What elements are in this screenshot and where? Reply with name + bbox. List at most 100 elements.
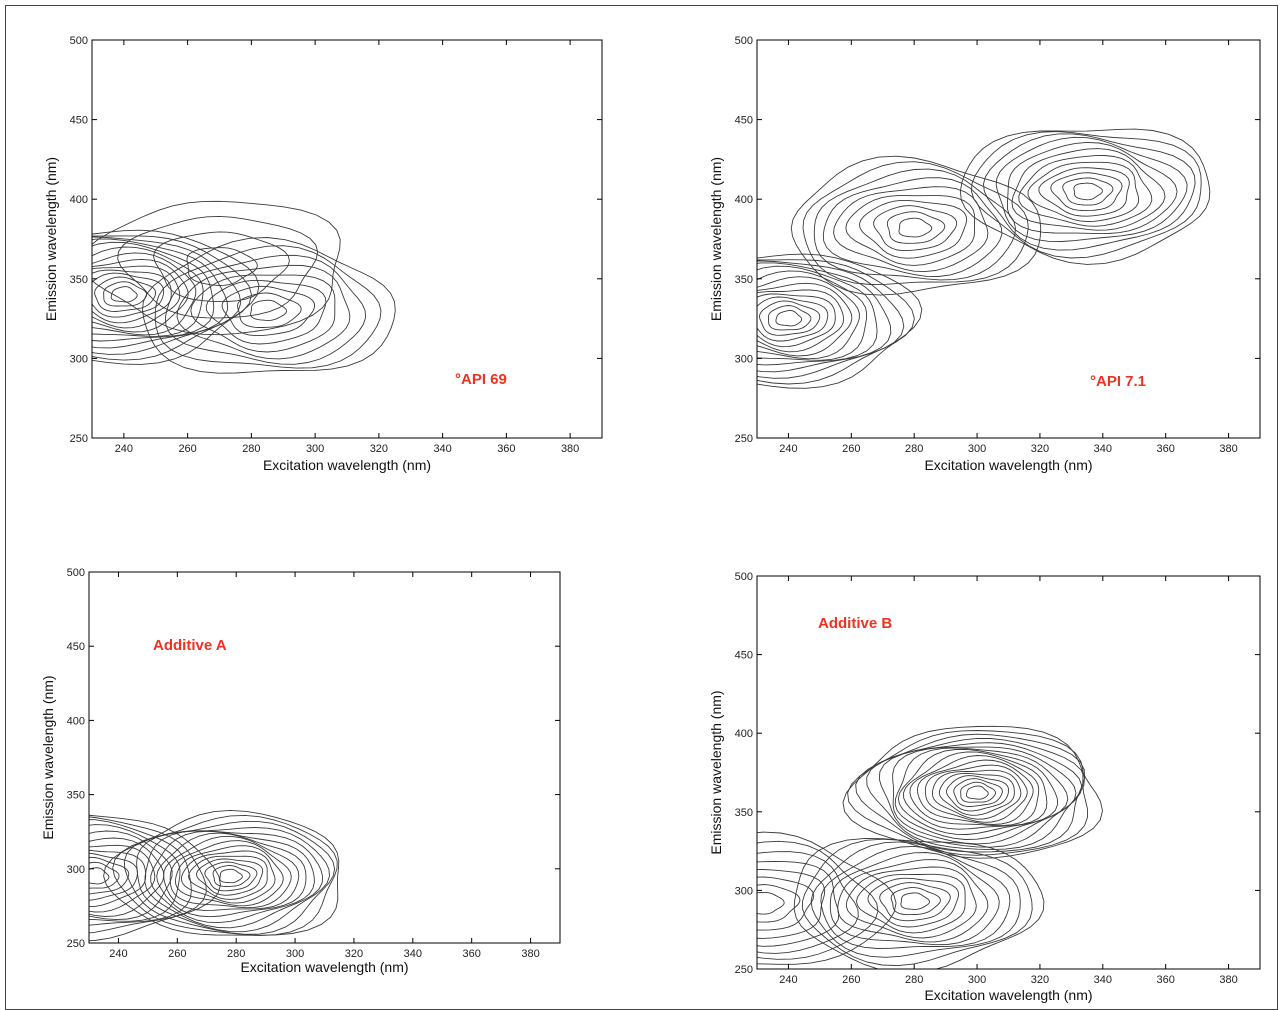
contour-level-1-11 bbox=[89, 816, 207, 934]
y-tick-label: 300 bbox=[70, 353, 88, 365]
contour-level-1-6 bbox=[931, 769, 1022, 820]
contour-level-1-7 bbox=[757, 282, 853, 357]
y-tick-label: 250 bbox=[67, 938, 85, 950]
contour-level-1-13 bbox=[757, 259, 915, 385]
contour-level-1-8 bbox=[917, 759, 1034, 825]
panel-4: 240 260 280 300 320 340 360 380 250 300 350 400 450 5… bbox=[708, 571, 1261, 1003]
contour-level-3-3 bbox=[1050, 172, 1123, 212]
contour-level-1-7 bbox=[92, 258, 189, 333]
contour-level-2-4 bbox=[867, 877, 960, 928]
contour-level-1-9 bbox=[757, 270, 868, 361]
panel-1: 240 260 280 300 320 340 360 380 250 300 350 400 450 5… bbox=[43, 35, 603, 473]
y-tick-label: 500 bbox=[735, 35, 753, 47]
contour-level-3-6 bbox=[1018, 155, 1153, 227]
contour-level-2-11 bbox=[802, 838, 1033, 967]
y-tick-label: 250 bbox=[735, 433, 753, 445]
contour-level-1-12 bbox=[89, 814, 221, 942]
x-tick-label: 280 bbox=[905, 443, 923, 455]
contour-level-3-1 bbox=[757, 891, 785, 915]
contour-level-1-12 bbox=[92, 236, 242, 355]
y-tick-label: 250 bbox=[70, 433, 88, 445]
x-axis-label: Excitation wavelength (nm) bbox=[240, 959, 408, 975]
contour-level-3-2 bbox=[153, 231, 290, 303]
contour-level-2-14 bbox=[123, 820, 336, 935]
x-tick-label: 340 bbox=[404, 948, 422, 960]
contour-level-1-13 bbox=[892, 746, 1077, 845]
plot-frame bbox=[88, 571, 561, 944]
contour-level-1-12 bbox=[757, 260, 905, 379]
contour-level-1-2 bbox=[767, 305, 812, 331]
contour-level-3-5 bbox=[757, 861, 840, 947]
contour-level-3-2 bbox=[1062, 177, 1114, 206]
panel-label: °API 69 bbox=[455, 371, 507, 388]
contour-level-1-3 bbox=[759, 300, 821, 336]
y-tick-label: 400 bbox=[70, 194, 88, 206]
x-axis-label: Excitation wavelength (nm) bbox=[924, 457, 1092, 473]
contour-level-2-9 bbox=[142, 237, 396, 374]
contour-level-2-6 bbox=[176, 264, 351, 360]
contour-level-2-1 bbox=[250, 299, 287, 321]
contour-level-3-5 bbox=[1027, 161, 1140, 222]
contour-level-2-1 bbox=[219, 868, 243, 884]
contour-level-1-16 bbox=[855, 733, 1086, 853]
contour-lines bbox=[757, 128, 1211, 389]
contour-level-1-12 bbox=[894, 747, 1069, 840]
x-tick-label: 240 bbox=[779, 443, 797, 455]
y-tick-label: 500 bbox=[70, 35, 88, 47]
contour-level-3-1 bbox=[186, 247, 258, 286]
contour-level-1-11 bbox=[92, 238, 229, 349]
contour-level-2-7 bbox=[837, 859, 989, 943]
contour-level-2-10 bbox=[156, 832, 307, 918]
contour-level-3-3 bbox=[757, 876, 815, 931]
contour-level-1-13 bbox=[92, 235, 252, 361]
contour-level-3-4 bbox=[92, 200, 341, 336]
x-tick-label: 340 bbox=[1094, 443, 1112, 455]
contour-level-1-11 bbox=[757, 262, 892, 373]
y-axis-label: Emission wavelength (nm) bbox=[43, 157, 59, 321]
contour-level-1-3 bbox=[953, 778, 1003, 807]
x-tick-label: 260 bbox=[842, 974, 860, 986]
contour-level-2-2 bbox=[212, 865, 251, 887]
y-tick-label: 450 bbox=[735, 650, 753, 662]
contour-level-3-6 bbox=[757, 851, 859, 954]
contour-level-1-2 bbox=[103, 281, 148, 307]
contour-level-1-4 bbox=[757, 296, 829, 342]
y-tick-label: 400 bbox=[735, 194, 753, 206]
contour-level-1-8 bbox=[92, 252, 197, 336]
x-tick-label: 300 bbox=[286, 948, 304, 960]
panel-label: Additive A bbox=[153, 637, 227, 654]
y-tick-label: 350 bbox=[70, 274, 88, 286]
y-axis-label: Emission wavelength (nm) bbox=[708, 690, 724, 854]
y-tick-label: 350 bbox=[67, 790, 85, 802]
y-tick-label: 250 bbox=[735, 964, 753, 976]
x-tick-label: 320 bbox=[370, 443, 388, 455]
contour-level-3-7 bbox=[1011, 148, 1166, 231]
contour-level-1-7 bbox=[89, 837, 165, 917]
contour-level-3-12 bbox=[959, 128, 1211, 265]
contour-level-2-13 bbox=[136, 827, 330, 933]
contour-level-1-8 bbox=[757, 276, 860, 360]
contour-level-2-10 bbox=[790, 155, 1042, 296]
contour-level-2-9 bbox=[163, 835, 300, 911]
contour-level-1-2 bbox=[960, 781, 996, 803]
x-tick-label: 380 bbox=[561, 443, 579, 455]
x-tick-label: 260 bbox=[842, 443, 860, 455]
contour-level-1-10 bbox=[757, 265, 878, 366]
contour-level-1-4 bbox=[92, 272, 165, 318]
y-tick-label: 400 bbox=[735, 728, 753, 740]
contour-level-1-18 bbox=[842, 725, 1103, 859]
y-tick-label: 300 bbox=[735, 353, 753, 365]
contour-level-1-8 bbox=[89, 830, 173, 921]
x-tick-label: 280 bbox=[905, 974, 923, 986]
contour-level-1-15 bbox=[866, 737, 1085, 851]
plot-frame bbox=[756, 39, 1261, 439]
contour-level-1-14 bbox=[757, 253, 923, 389]
contour-level-1-7 bbox=[924, 764, 1028, 823]
x-tick-label: 260 bbox=[178, 443, 196, 455]
x-tick-label: 320 bbox=[1031, 443, 1049, 455]
contour-level-2-7 bbox=[164, 254, 367, 365]
contour-level-2-3 bbox=[204, 861, 258, 892]
contour-level-2-15 bbox=[112, 814, 338, 936]
contour-level-2-2 bbox=[886, 211, 946, 244]
y-tick-label: 450 bbox=[70, 115, 88, 127]
